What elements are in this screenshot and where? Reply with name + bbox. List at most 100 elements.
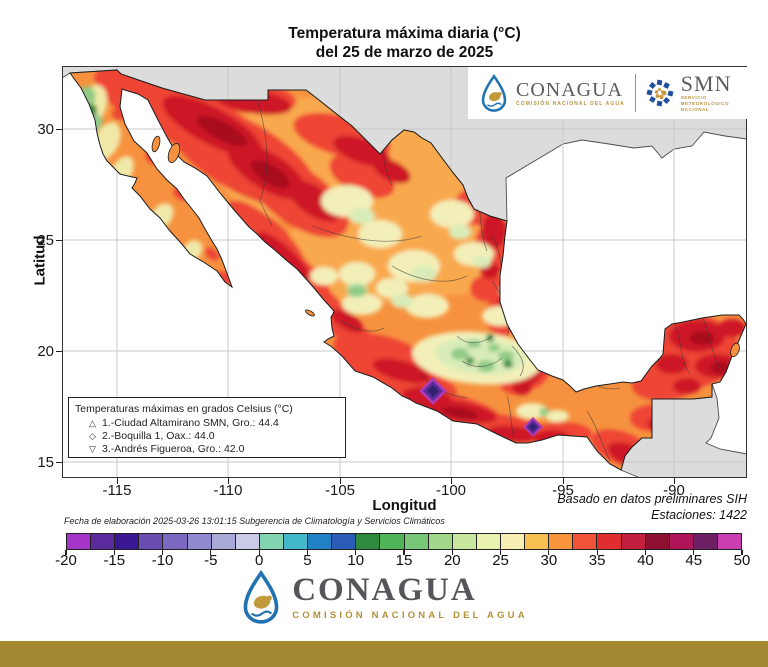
temperature-colorbar <box>66 533 742 550</box>
records-legend-entry: ▽ 3.-Andrés Figueroa, Gro.: 42.0 <box>89 443 339 456</box>
x-axis-label: Longitud <box>372 497 437 514</box>
colorbar-tick-label: 10 <box>347 552 365 569</box>
colorbar-cell <box>163 534 188 549</box>
y-tick-label: 15 <box>37 454 54 471</box>
x-tick-mark <box>450 478 452 484</box>
colorbar-cell <box>235 534 260 549</box>
colorbar-cell <box>597 534 622 549</box>
y-tick-label: 25 <box>37 232 54 249</box>
colorbar-cell <box>139 534 164 549</box>
colorbar-cell <box>525 534 550 549</box>
records-legend-entry: △ 1.-Ciudad Altamirano SMN, Gro.: 44.4 <box>89 417 339 430</box>
records-legend-entry: ◇ 2.-Boquilla 1, Oax.: 44.0 <box>89 430 339 443</box>
colorbar-cell <box>115 534 140 549</box>
y-tick-mark <box>56 350 62 352</box>
colorbar-cell <box>549 534 574 549</box>
x-tick-mark <box>562 478 564 484</box>
colorbar-tick-label: 40 <box>637 552 654 569</box>
colorbar-tick-label: 25 <box>492 552 509 569</box>
colorbar-tick-label: 0 <box>254 552 264 569</box>
x-tick-label: -95 <box>552 482 574 499</box>
colorbar-tick-label: 50 <box>733 552 751 569</box>
colorbar-tick-label: -20 <box>55 552 77 569</box>
colorbar-tick-mark <box>65 550 67 555</box>
colorbar-cell <box>259 534 284 549</box>
record-station-marker-oaxaca <box>523 417 543 437</box>
records-legend-title: Temperaturas máximas en grados Celsius (… <box>75 403 293 415</box>
colorbar-tick-label: 15 <box>395 552 413 569</box>
x-tick-label: -110 <box>213 482 243 499</box>
colorbar-tick-label: 20 <box>443 552 461 569</box>
conagua-logo-header: CONAGUA COMISIÓN NACIONAL DEL AGUA <box>478 74 625 112</box>
conagua-subtitle-footer: COMISIÓN NACIONAL DEL AGUA <box>292 610 528 621</box>
y-tick-label: 30 <box>37 121 54 138</box>
conagua-wordmark-header: CONAGUA <box>516 78 623 101</box>
colorbar-labels: -20 -15 -10 -5 0 5 10 15 20 25 30 35 40 45 50 <box>55 552 750 570</box>
colorbar-tick-label: -15 <box>103 552 126 569</box>
conagua-subtitle-header: COMISIÓN NACIONAL DEL AGUA <box>516 100 625 107</box>
colorbar-cell <box>500 534 526 549</box>
colorbar-tick-label: -5 <box>204 552 218 569</box>
gold-footer-bar <box>0 641 768 667</box>
conagua-drop-icon <box>243 570 279 624</box>
conagua-drop-icon <box>481 74 507 112</box>
records-legend-entry-label: 1.-Ciudad Altamirano SMN, Gro.: 44.4 <box>102 417 279 429</box>
x-tick-mark <box>673 478 675 484</box>
colorbar-cell <box>187 534 212 549</box>
records-legend-entry-label: 3.-Andrés Figueroa, Gro.: 42.0 <box>102 443 245 455</box>
colorbar-tick-mark <box>210 550 212 555</box>
colorbar-cell <box>452 534 477 549</box>
x-tick-mark <box>339 478 341 484</box>
x-tick-label: -100 <box>435 482 467 499</box>
plot-border <box>62 66 747 478</box>
y-tick-mark <box>56 461 62 463</box>
islands <box>151 135 740 358</box>
chart-title: Temperatura máxima diaria (°C) del 25 de… <box>62 24 747 62</box>
colorbar-tick-label: -10 <box>151 552 174 569</box>
chart-title-line2: del 25 de marzo de 2025 <box>315 44 494 61</box>
colorbar-tick-mark <box>644 550 647 555</box>
colorbar-cell <box>308 534 333 549</box>
smn-logo-header: SMN SERVICIO METEOROLÓGICO NACIONAL <box>644 73 732 112</box>
x-tick-mark <box>227 478 229 484</box>
records-legend-box: Temperaturas máximas en grados Celsius (… <box>68 397 346 458</box>
smn-subtitle-line1: SERVICIO <box>680 95 708 100</box>
colorbar-cell <box>573 534 598 549</box>
x-tick-label: -90 <box>663 482 685 499</box>
colorbar-tick-mark <box>306 550 309 555</box>
colorbar-tick-mark <box>741 550 743 555</box>
colorbar-cell <box>621 534 646 549</box>
logo-divider <box>634 74 636 112</box>
elaboration-note: Fecha de elaboración 2025-03-26 13:01:15… <box>64 516 445 526</box>
smn-subtitle-line2: METEOROLÓGICO <box>680 101 730 106</box>
record-station-marker-guerrero <box>419 377 447 405</box>
triangle-up-marker-icon: △ <box>89 418 96 428</box>
colorbar-tick-mark <box>258 550 260 555</box>
diamond-marker-icon: ◇ <box>89 431 96 441</box>
mexico-coastline <box>69 69 747 471</box>
smn-spiral-icon <box>646 79 674 107</box>
colorbar-tick-label: 45 <box>685 552 703 569</box>
colorbar-cell <box>380 534 405 549</box>
colorbar-tick-mark <box>113 550 115 555</box>
colorbar-cell <box>404 534 429 549</box>
y-tick-label: 20 <box>37 343 54 360</box>
y-tick-mark <box>56 128 62 130</box>
conagua-wordmark-footer: CONAGUA <box>292 572 477 608</box>
colorbar-cell <box>717 534 742 549</box>
colorbar-cell <box>428 534 453 549</box>
colorbar-cell <box>669 534 694 549</box>
header-logo-band: CONAGUA COMISIÓN NACIONAL DEL AGUA <box>468 67 762 119</box>
colorbar-tick-label: 30 <box>540 552 558 569</box>
colorbar-tick-mark <box>693 550 695 555</box>
chart-title-line1: Temperatura máxima diaria (°C) <box>288 25 521 42</box>
colorbar-cell <box>693 534 718 549</box>
triangle-down-marker-icon: ▽ <box>89 444 96 454</box>
stations-count-note: Estaciones: 1422 <box>651 508 747 522</box>
colorbar-tick-label: 35 <box>588 552 606 569</box>
y-tick-mark <box>56 239 62 241</box>
colorbar-tick-mark <box>403 550 405 555</box>
preliminary-data-note: Basado en datos preliminares SIH <box>557 492 747 506</box>
colorbar-tick-mark <box>548 550 550 555</box>
colorbar-tick-mark <box>355 550 357 555</box>
